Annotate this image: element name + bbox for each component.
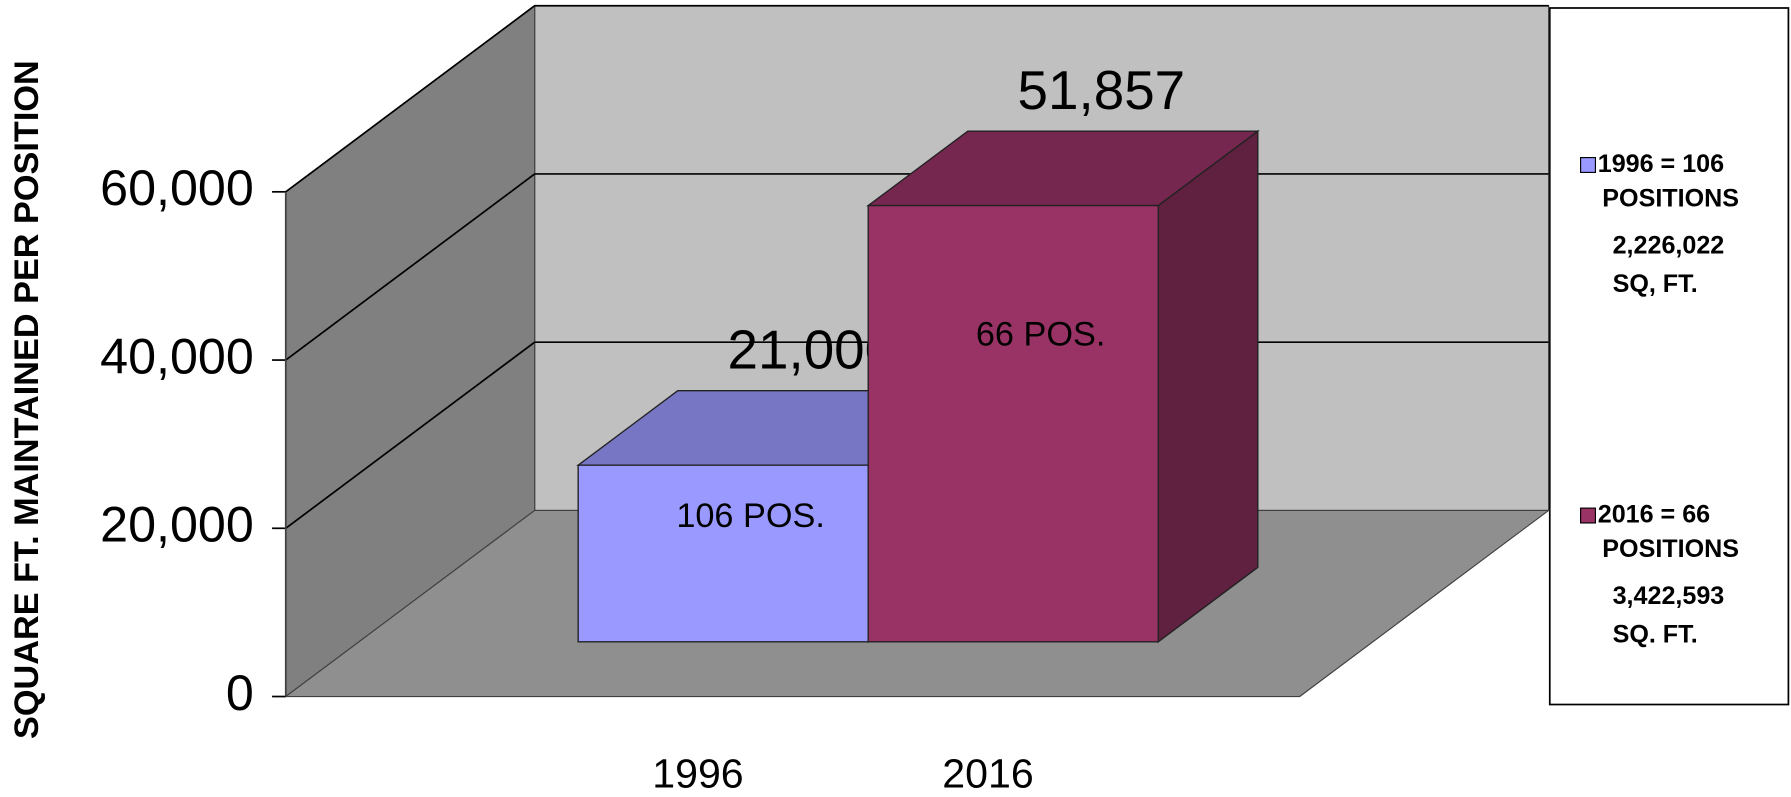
legend-note: 3,422,593 bbox=[1613, 582, 1725, 610]
legend-label: 1996 = 106 bbox=[1598, 150, 1724, 178]
bar bbox=[867, 204, 1159, 643]
x-tick-label: 2016 bbox=[942, 750, 1033, 796]
legend-swatch bbox=[1580, 507, 1597, 524]
bar-side bbox=[1157, 129, 1259, 644]
y-tick-label: 60,000 bbox=[100, 160, 254, 216]
legend-label: POSITIONS bbox=[1602, 184, 1739, 212]
y-tick-label: 20,000 bbox=[100, 497, 254, 553]
y-tick-label: 0 bbox=[226, 665, 254, 721]
value-label: 21,000 bbox=[728, 319, 896, 381]
legend-swatch bbox=[1580, 157, 1597, 173]
value-label: 51,857 bbox=[1018, 59, 1186, 121]
legend-label: POSITIONS bbox=[1602, 535, 1739, 563]
legend-note: 2,226,022 bbox=[1613, 231, 1725, 259]
bar bbox=[577, 464, 869, 643]
y-axis-title: SQUARE FT. MAINTAINED PER POSITION bbox=[8, 60, 46, 739]
bar-label: 106 POS. bbox=[676, 497, 825, 535]
grid-line bbox=[285, 173, 536, 361]
legend-label: 2016 = 66 bbox=[1598, 501, 1710, 529]
bar-label: 66 POS. bbox=[976, 316, 1105, 354]
y-tick-label: 40,000 bbox=[100, 328, 254, 384]
grid-line bbox=[285, 341, 536, 529]
legend-note: SQ, FT. bbox=[1613, 270, 1698, 298]
legend-box bbox=[1548, 7, 1790, 706]
legend-note: SQ. FT. bbox=[1613, 621, 1698, 649]
x-tick-label: 1996 bbox=[652, 750, 743, 796]
grid-line bbox=[285, 5, 536, 193]
